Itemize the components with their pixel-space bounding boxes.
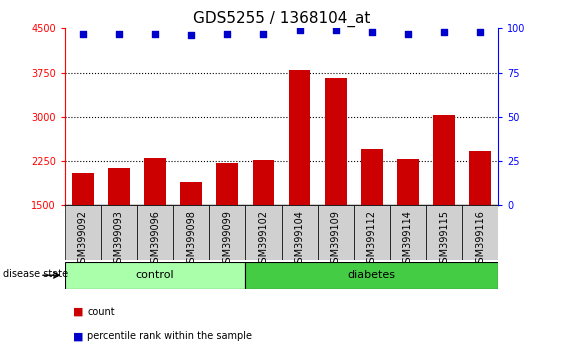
Point — [331, 27, 340, 33]
Point — [187, 33, 196, 38]
Point — [476, 29, 485, 35]
Point — [440, 29, 449, 35]
Point — [150, 31, 159, 36]
Text: GSM399115: GSM399115 — [439, 210, 449, 269]
Bar — [282, 205, 318, 260]
Bar — [209, 205, 245, 260]
Text: GSM399112: GSM399112 — [367, 210, 377, 269]
Text: ■: ■ — [73, 331, 84, 341]
Text: count: count — [87, 307, 115, 316]
Point — [404, 31, 413, 36]
Text: GSM399102: GSM399102 — [258, 210, 269, 269]
Bar — [180, 182, 202, 205]
Bar — [470, 151, 491, 205]
Bar — [65, 262, 245, 289]
Point — [114, 31, 123, 36]
Point — [295, 27, 304, 33]
Bar — [101, 205, 137, 260]
Bar — [65, 205, 101, 260]
Bar — [325, 78, 347, 205]
Bar — [354, 205, 390, 260]
Bar — [173, 205, 209, 260]
Text: GSM399096: GSM399096 — [150, 210, 160, 269]
Text: disease state: disease state — [3, 269, 68, 279]
Text: GSM399116: GSM399116 — [475, 210, 485, 269]
Point — [367, 29, 376, 35]
Bar — [216, 163, 238, 205]
Bar — [318, 205, 354, 260]
Bar — [462, 205, 498, 260]
Text: GSM399093: GSM399093 — [114, 210, 124, 269]
Text: GSM399098: GSM399098 — [186, 210, 196, 269]
Bar — [361, 149, 383, 205]
Text: ■: ■ — [73, 307, 84, 316]
Text: percentile rank within the sample: percentile rank within the sample — [87, 331, 252, 341]
Text: GSM399092: GSM399092 — [78, 210, 88, 269]
Text: diabetes: diabetes — [348, 270, 396, 280]
Bar — [137, 205, 173, 260]
Bar — [289, 70, 310, 205]
Text: GSM399099: GSM399099 — [222, 210, 233, 269]
Point — [78, 31, 87, 36]
Bar — [390, 205, 426, 260]
Bar — [72, 173, 93, 205]
Bar — [253, 160, 274, 205]
Bar — [426, 205, 462, 260]
Text: GSM399109: GSM399109 — [330, 210, 341, 269]
Point — [259, 31, 268, 36]
Point — [223, 31, 232, 36]
Text: control: control — [136, 270, 175, 280]
Bar — [245, 262, 498, 289]
Bar — [397, 159, 419, 205]
Bar — [144, 158, 166, 205]
Bar — [434, 115, 455, 205]
Bar — [245, 205, 282, 260]
Title: GDS5255 / 1368104_at: GDS5255 / 1368104_at — [193, 11, 370, 27]
Text: GSM399114: GSM399114 — [403, 210, 413, 269]
Text: GSM399104: GSM399104 — [294, 210, 305, 269]
Bar — [108, 168, 129, 205]
